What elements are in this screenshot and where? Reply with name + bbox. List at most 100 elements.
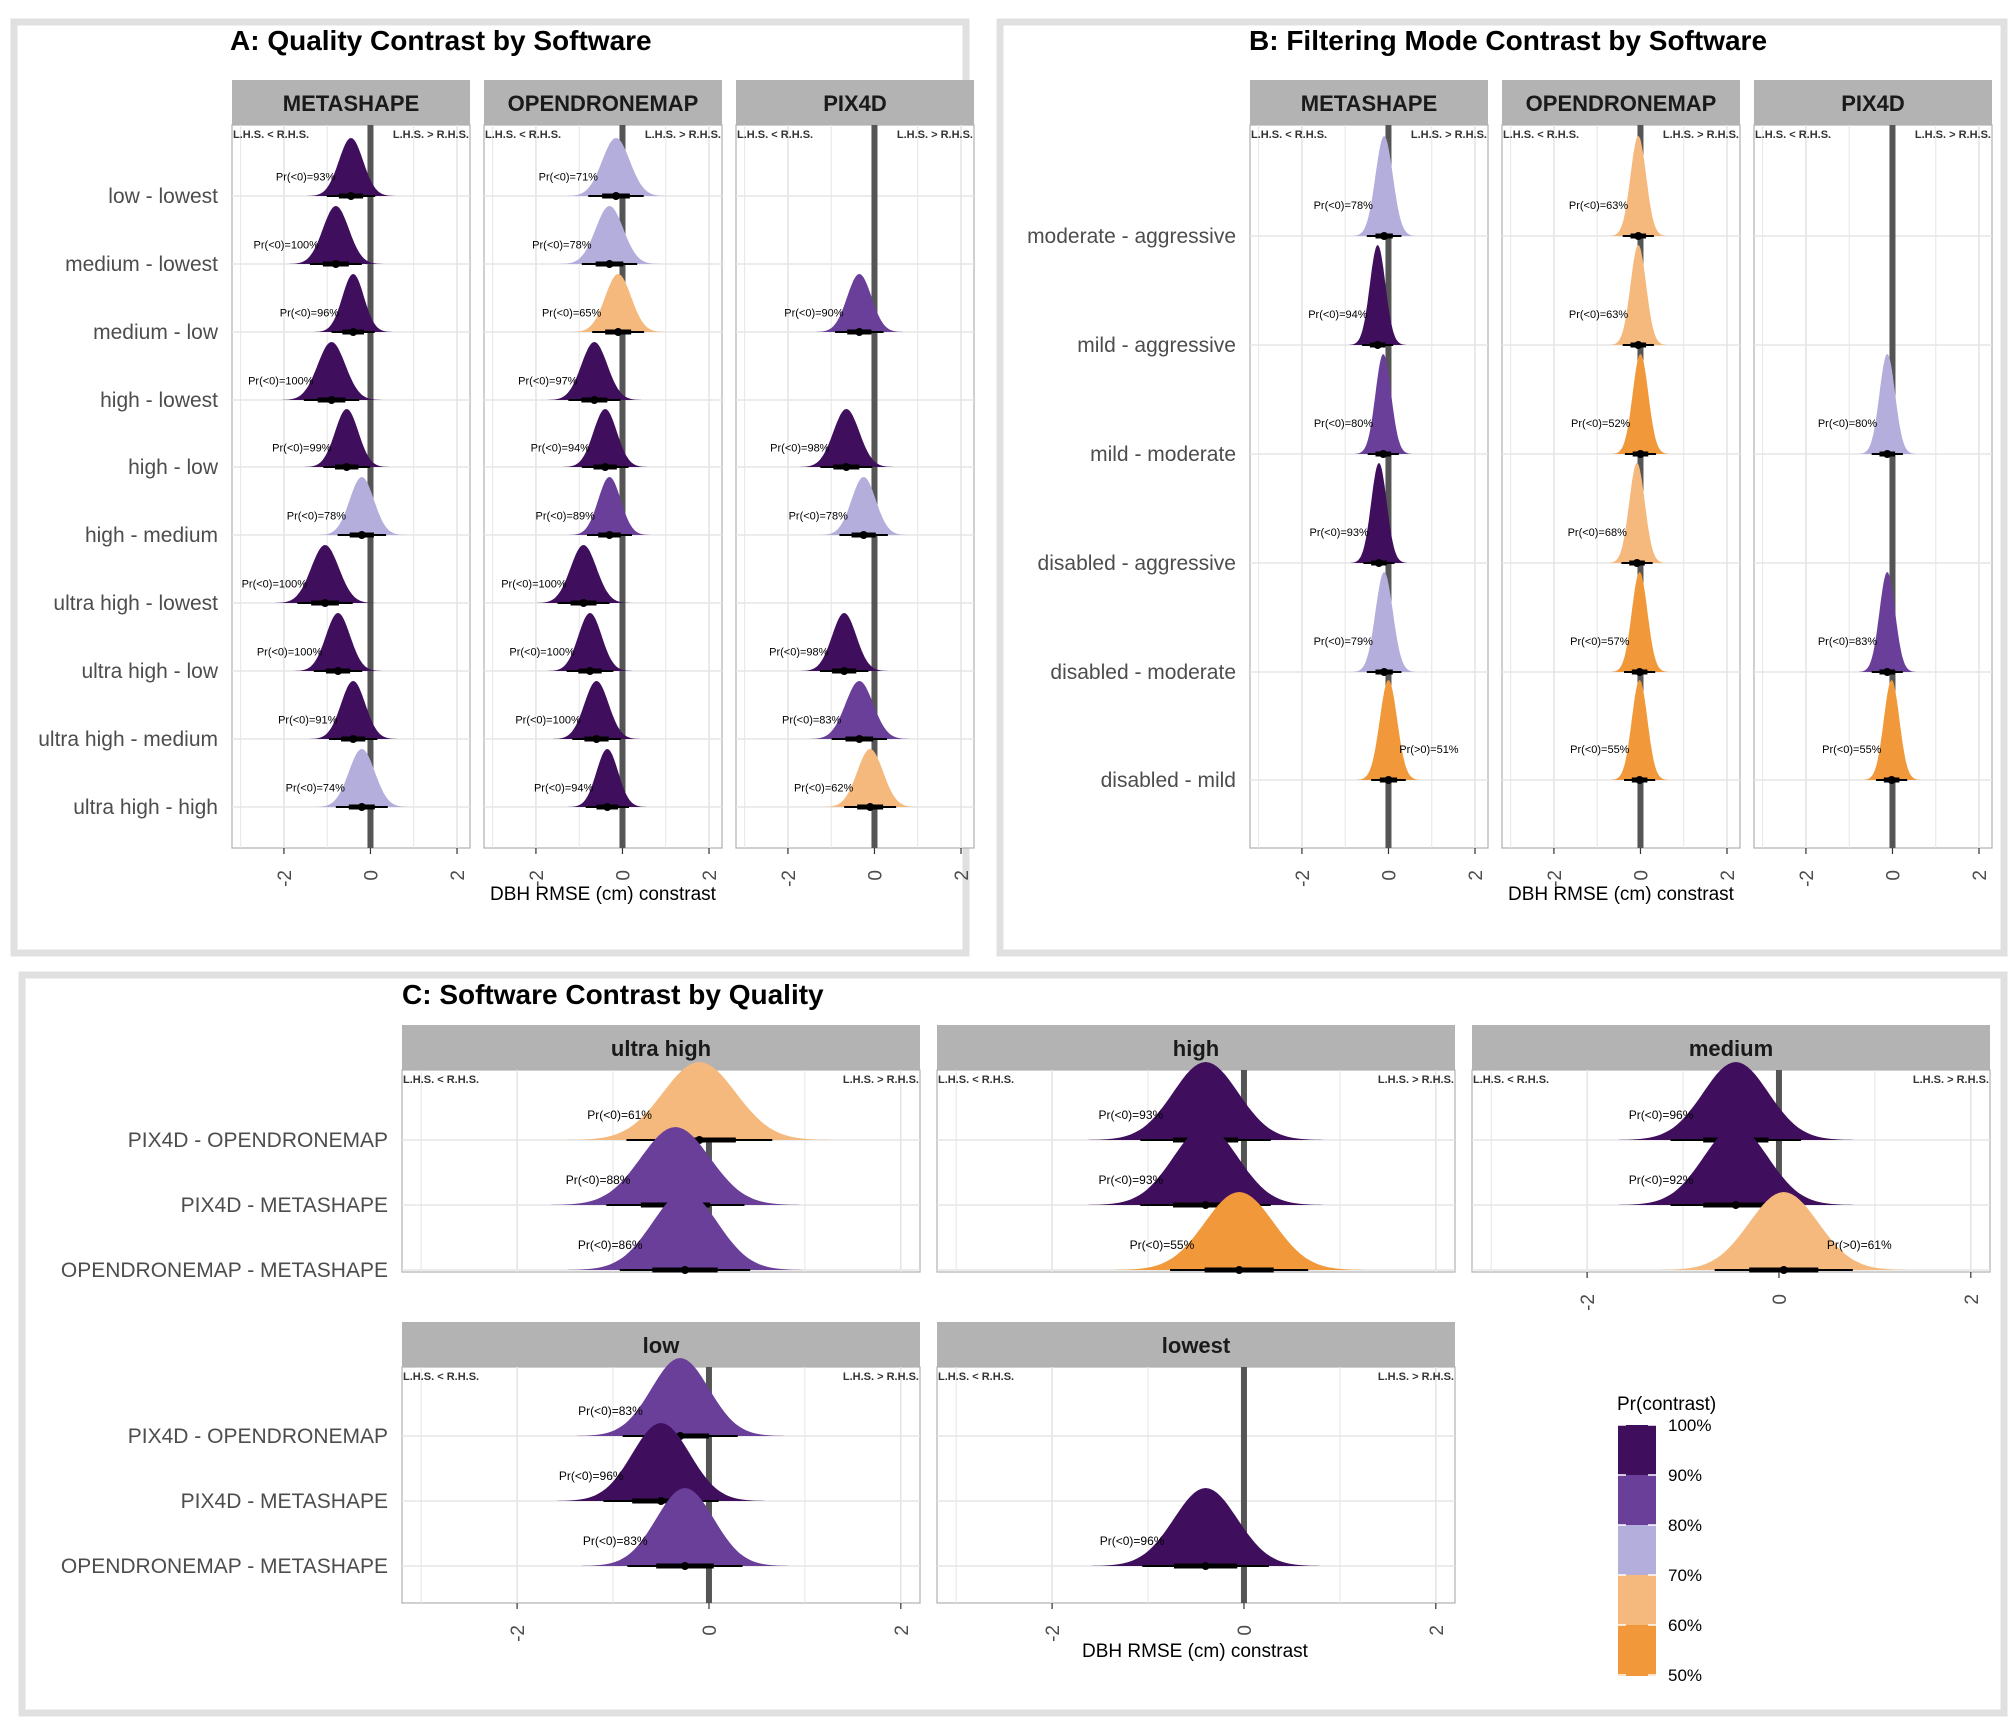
row-label: low - lowest xyxy=(108,185,218,208)
x-tick-label: -2 xyxy=(1545,870,1566,887)
density-shape xyxy=(567,1192,803,1270)
legend-swatch xyxy=(1618,1575,1656,1626)
row-label: OPENDRONEMAP - METASHAPE xyxy=(61,1555,388,1578)
density-shape xyxy=(551,1127,800,1205)
probability-label: Pr(<0)=80% xyxy=(1818,418,1878,430)
row-label: PIX4D - METASHAPE xyxy=(181,1194,388,1217)
density-shape xyxy=(1353,572,1416,672)
median-point xyxy=(1731,1201,1740,1209)
density-shape xyxy=(318,477,406,535)
row-label: high - low xyxy=(128,456,219,479)
probability-label: Pr(<0)=98% xyxy=(770,442,830,454)
x-tick-label: 2 xyxy=(952,870,973,881)
density-shape xyxy=(1618,1127,1854,1205)
side-label-right: L.H.S. > R.H.S. xyxy=(1411,129,1487,141)
median-point xyxy=(657,1497,665,1505)
side-label-left: L.H.S. < R.H.S. xyxy=(403,1371,479,1383)
row-label: mild - aggressive xyxy=(1077,334,1236,357)
x-tick-label: 2 xyxy=(892,1625,913,1636)
density-shape xyxy=(304,409,389,467)
probability-label: Pr(<0)=100% xyxy=(515,714,581,726)
x-tick-label: 2 xyxy=(1466,870,1487,881)
x-tick-label: -2 xyxy=(508,1625,529,1642)
probability-label: Pr(<0)=83% xyxy=(578,1404,643,1418)
plot-area xyxy=(1501,124,1741,849)
density-shape xyxy=(815,274,903,332)
median-point xyxy=(680,1266,689,1274)
x-tick-label: 0 xyxy=(700,1625,721,1636)
facet-strip xyxy=(937,1025,1455,1070)
facet-strip xyxy=(402,1025,920,1070)
density-shape xyxy=(1610,136,1667,236)
probability-label: Pr(<0)=89% xyxy=(536,510,596,522)
legend-swatch xyxy=(1618,1475,1656,1526)
median-point xyxy=(592,735,601,743)
probability-label: Pr(<0)=55% xyxy=(1822,744,1882,756)
probability-label: Pr(<0)=100% xyxy=(248,375,314,387)
probability-label: Pr(<0)=55% xyxy=(1570,744,1630,756)
density-shape xyxy=(1863,680,1920,780)
x-tick-label: -2 xyxy=(1578,1294,1599,1311)
probability-label: Pr(<0)=78% xyxy=(532,239,592,251)
probability-label: Pr(<0)=83% xyxy=(583,1534,648,1548)
median-point xyxy=(840,667,849,675)
legend-label: 80% xyxy=(1668,1516,1702,1535)
facet-strip xyxy=(1250,80,1488,125)
x-tick-label: -2 xyxy=(1797,870,1818,887)
facet-high: high L.H.S. < R.H.S. L.H.S. > R.H.S. Pr(<0)… xyxy=(936,1025,1456,1274)
facet-strip xyxy=(1754,80,1992,125)
facet-strip xyxy=(232,80,470,125)
facet-metashape: METASHAPE L.H.S. < R.H.S. L.H.S. > R.H.S. P… xyxy=(231,80,471,887)
side-label-left: L.H.S. < R.H.S. xyxy=(485,129,561,141)
probability-label: Pr(<0)=93% xyxy=(1310,527,1370,539)
facet-title: high xyxy=(1173,1036,1219,1061)
x-tick-label: -2 xyxy=(779,870,800,887)
density-shape xyxy=(1609,463,1666,563)
density-shape xyxy=(800,613,888,671)
x-tick-label: 2 xyxy=(1970,870,1991,881)
median-point xyxy=(1887,776,1896,784)
x-tick-label: 2 xyxy=(1427,1625,1448,1636)
probability-label: Pr(<0)=78% xyxy=(287,510,347,522)
median-point xyxy=(680,1562,689,1570)
x-axis-title: DBH RMSE (cm) constrast xyxy=(1508,884,1735,905)
plot-area xyxy=(1249,124,1489,849)
median-point xyxy=(342,463,351,471)
facet-title: medium xyxy=(1689,1036,1773,1061)
density-shape xyxy=(1349,245,1406,345)
density-shape xyxy=(315,749,409,807)
x-tick-label: 0 xyxy=(1770,1294,1791,1305)
row-label: ultra high - low xyxy=(81,660,218,683)
median-point xyxy=(1380,232,1389,240)
density-shape xyxy=(1618,1062,1854,1140)
facet-title: METASHAPE xyxy=(1301,91,1438,116)
median-point xyxy=(1636,450,1645,458)
density-shape xyxy=(547,342,642,400)
median-point xyxy=(855,735,864,743)
median-point xyxy=(1380,668,1389,676)
density-shape xyxy=(314,274,393,332)
density-shape xyxy=(563,409,648,467)
legend-swatch xyxy=(1618,1625,1656,1676)
facet-opendronemap: OPENDRONEMAP L.H.S. < R.H.S. L.H.S. > R.H.… xyxy=(483,80,723,887)
density-shape xyxy=(1091,1488,1320,1566)
row-label: PIX4D - METASHAPE xyxy=(181,1490,388,1513)
row-label: ultra high - medium xyxy=(38,728,218,751)
probability-label: Pr(<0)=57% xyxy=(1570,636,1630,648)
x-tick-label: 0 xyxy=(613,870,634,881)
median-point xyxy=(349,735,358,743)
probability-label: Pr(<0)=96% xyxy=(1629,1108,1694,1122)
side-label-right: L.H.S. > R.H.S. xyxy=(1915,129,1991,141)
facet-title: OPENDRONEMAP xyxy=(508,91,699,116)
density-shape xyxy=(548,613,633,671)
probability-label: Pr(<0)=93% xyxy=(276,171,336,183)
probability-label: Pr(<0)=93% xyxy=(1098,1108,1163,1122)
density-shape xyxy=(1355,354,1412,454)
density-shape xyxy=(1612,354,1669,454)
facet-ultra-high: ultra high L.H.S. < R.H.S. L.H.S. > R.H.S.… xyxy=(401,1025,921,1274)
panel-A: A: Quality Contrast by Software METASHAPE… xyxy=(38,25,975,905)
median-point xyxy=(321,599,330,607)
density-shape xyxy=(557,1423,765,1501)
row-label: OPENDRONEMAP - METASHAPE xyxy=(61,1259,388,1282)
density-shape xyxy=(569,477,650,535)
